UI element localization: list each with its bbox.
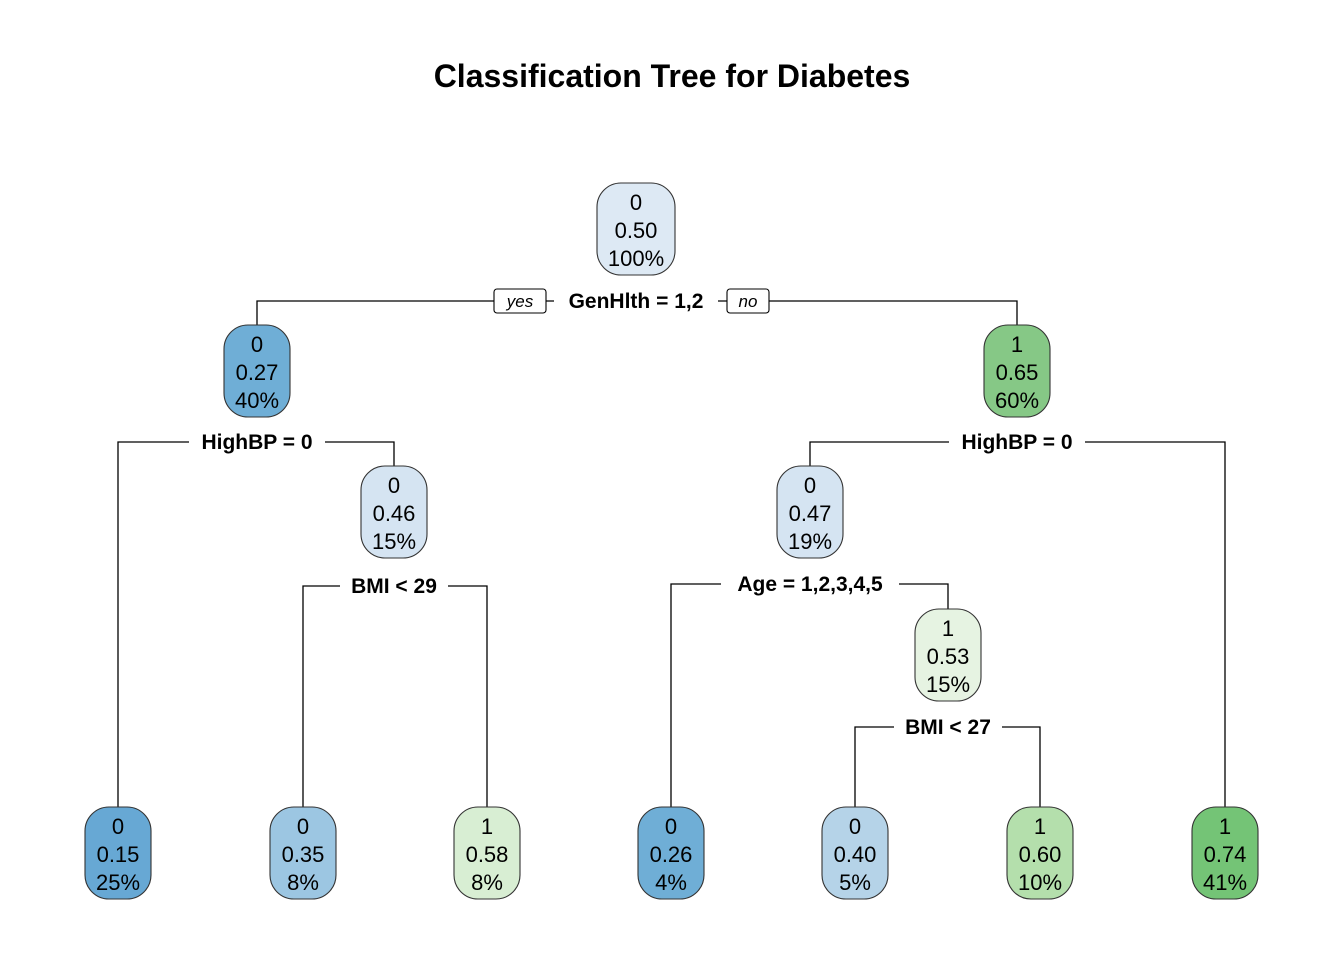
node-class: 0	[665, 814, 677, 839]
tree-node: 0 0.50 100%	[596, 182, 676, 276]
tree-edge	[1085, 441, 1226, 807]
tree-edge	[854, 726, 894, 807]
tree-edge	[1002, 726, 1041, 807]
tree-node: 0 0.46 15%	[360, 465, 428, 559]
tree-edge	[325, 441, 395, 466]
split-label: BMI < 29	[351, 575, 437, 598]
node-box	[596, 182, 676, 276]
node-prob: 0.46	[373, 501, 416, 526]
node-prob: 0.53	[927, 644, 970, 669]
node-box	[453, 806, 521, 900]
tree-edge	[899, 583, 949, 609]
tree-node: 0 0.35 8%	[269, 806, 337, 900]
split-label: BMI < 27	[905, 716, 991, 739]
node-prob: 0.27	[236, 360, 279, 385]
node-pct: 19%	[788, 529, 832, 554]
node-pct: 60%	[995, 388, 1039, 413]
node-box	[1191, 806, 1259, 900]
tree-edge	[718, 300, 1018, 325]
node-class: 0	[630, 190, 642, 215]
node-box	[1006, 806, 1074, 900]
tree-node: 0 0.15 25%	[84, 806, 152, 900]
node-prob: 0.35	[282, 842, 325, 867]
node-box	[360, 465, 428, 559]
tree-node: 0 0.40 5%	[821, 806, 889, 900]
node-box	[776, 465, 844, 559]
node-class: 1	[1034, 814, 1046, 839]
tree-edge	[117, 441, 189, 807]
node-box	[84, 806, 152, 900]
chart-title: Classification Tree for Diabetes	[433, 58, 911, 94]
node-box	[821, 806, 889, 900]
tree-node: 1 0.74 41%	[1191, 806, 1259, 900]
yes-edge-label-text: yes	[506, 292, 534, 311]
node-class: 0	[849, 814, 861, 839]
node-prob: 0.58	[466, 842, 509, 867]
tree-node: 1 0.60 10%	[1006, 806, 1074, 900]
split-label: Age = 1,2,3,4,5	[737, 573, 883, 596]
node-prob: 0.74	[1204, 842, 1247, 867]
node-prob: 0.47	[789, 501, 832, 526]
no-edge-label: no	[726, 288, 770, 314]
node-prob: 0.40	[834, 842, 877, 867]
tree-edge	[302, 585, 340, 807]
node-pct: 25%	[96, 870, 140, 895]
node-pct: 15%	[372, 529, 416, 554]
node-box	[269, 806, 337, 900]
node-class: 0	[251, 332, 263, 357]
node-pct: 4%	[655, 870, 687, 895]
node-pct: 41%	[1203, 870, 1247, 895]
node-pct: 40%	[235, 388, 279, 413]
node-pct: 15%	[926, 672, 970, 697]
tree-node: 1 0.65 60%	[983, 324, 1051, 418]
node-box	[914, 608, 982, 702]
node-class: 1	[481, 814, 493, 839]
node-prob: 0.65	[996, 360, 1039, 385]
node-class: 1	[1011, 332, 1023, 357]
node-pct: 10%	[1018, 870, 1062, 895]
tree-node: 1 0.53 15%	[914, 608, 982, 702]
tree-node: 0 0.27 40%	[223, 324, 291, 418]
yes-edge-label-box	[493, 288, 547, 314]
node-class: 0	[388, 473, 400, 498]
no-edge-label-box	[726, 288, 770, 314]
tree-node: 0 0.26 4%	[637, 806, 705, 900]
node-class: 1	[1219, 814, 1231, 839]
node-prob: 0.26	[650, 842, 693, 867]
tree-node: 1 0.58 8%	[453, 806, 521, 900]
node-class: 0	[112, 814, 124, 839]
split-label: GenHlth = 1,2	[569, 290, 704, 313]
node-pct: 8%	[471, 870, 503, 895]
node-box	[983, 324, 1051, 418]
node-box	[223, 324, 291, 418]
node-pct: 5%	[839, 870, 871, 895]
split-label: HighBP = 0	[201, 431, 312, 454]
node-prob: 0.15	[97, 842, 140, 867]
split-label: HighBP = 0	[961, 431, 1072, 454]
node-prob: 0.50	[615, 218, 658, 243]
tree-edge	[256, 300, 554, 325]
no-edge-label-text: no	[739, 292, 758, 311]
tree-edge	[809, 441, 949, 466]
node-prob: 0.60	[1019, 842, 1062, 867]
yes-edge-label: yes	[493, 288, 547, 314]
node-pct: 8%	[287, 870, 319, 895]
node-class: 1	[942, 616, 954, 641]
tree-node: 0 0.47 19%	[776, 465, 844, 559]
node-class: 0	[804, 473, 816, 498]
tree-edge	[670, 583, 721, 807]
node-class: 0	[297, 814, 309, 839]
tree-edge	[448, 585, 488, 807]
node-pct: 100%	[608, 246, 664, 271]
node-box	[637, 806, 705, 900]
